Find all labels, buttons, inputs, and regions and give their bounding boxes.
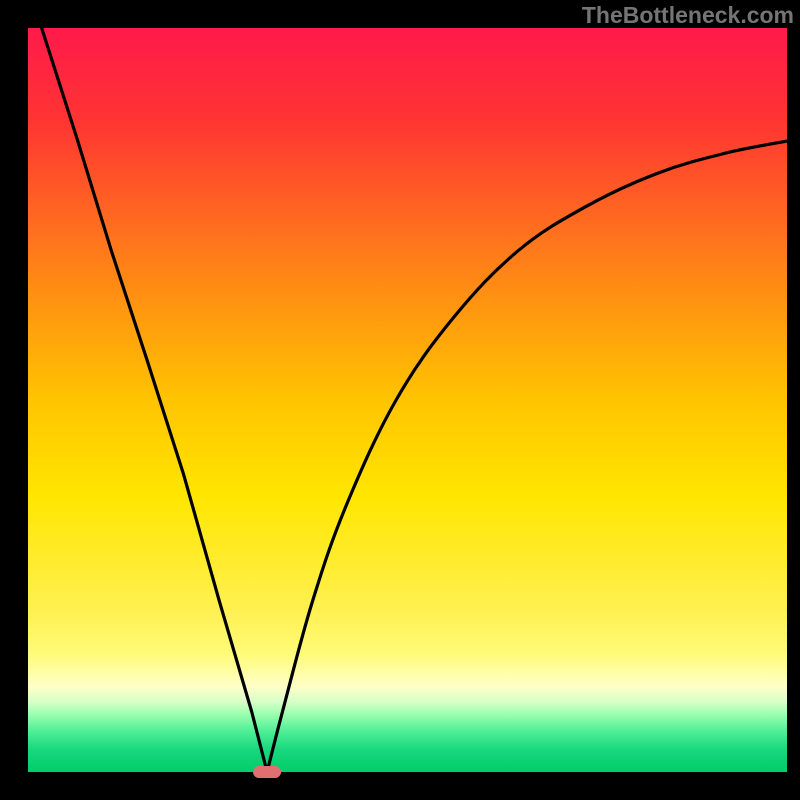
frame-bottom	[0, 772, 800, 800]
optimal-point-marker	[253, 766, 281, 778]
bottleneck-chart	[0, 0, 800, 800]
frame-right	[787, 0, 800, 800]
frame-left	[0, 0, 28, 800]
watermark-text: TheBottleneck.com	[582, 2, 794, 29]
gradient-background	[28, 28, 787, 772]
